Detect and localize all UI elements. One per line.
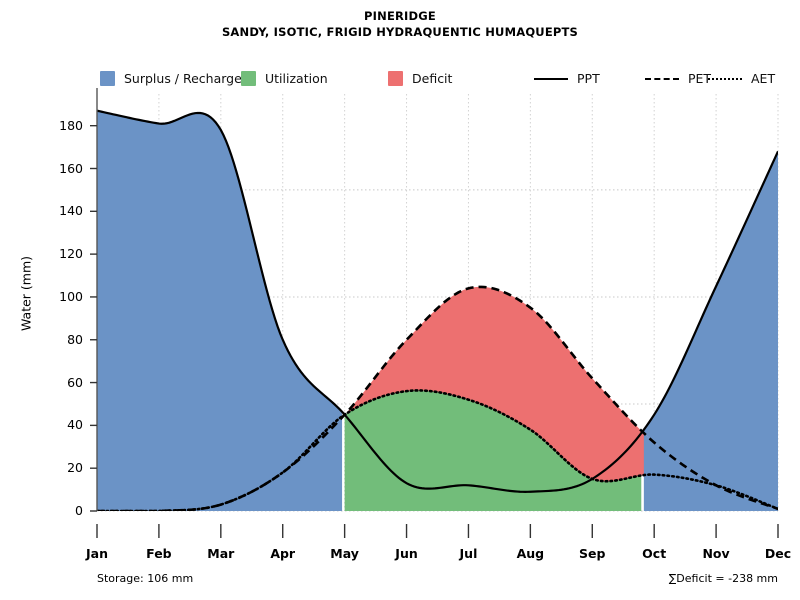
legend-label: PPT [577, 70, 600, 86]
y-tick-label: 100 [59, 288, 83, 304]
legend-label: Surplus / Recharge [124, 70, 242, 86]
legend-swatch-icon [388, 70, 403, 86]
legend-line-dashed-icon [645, 71, 679, 86]
area-surplus-recharge [97, 110, 778, 511]
legend-label: Utilization [265, 70, 328, 86]
area-utilization [344, 390, 642, 511]
y-tick-label: 20 [67, 460, 83, 476]
area-surplus-base [97, 417, 778, 511]
legend-item-deficit: Deficit [388, 67, 452, 89]
x-tick-label: Aug [516, 546, 545, 561]
y-tick-label: 80 [67, 331, 83, 347]
y-tick-label: 160 [59, 160, 83, 176]
x-tick-label: Oct [642, 546, 667, 561]
chart-title: PINERIDGE SANDY, ISOTIC, FRIGID HYDRAQUE… [0, 8, 800, 40]
legend-item-pet: PET [645, 67, 711, 89]
y-tick-label: 180 [59, 117, 83, 133]
y-tick-label: 40 [67, 417, 83, 433]
chart-legend: Surplus / Recharge Utilization Deficit PPT P… [0, 67, 800, 89]
x-tick-label: Sep [579, 546, 606, 561]
legend-swatch-icon [241, 70, 256, 86]
area-deficit [347, 286, 714, 485]
chart-title-line2: SANDY, ISOTIC, FRIGID HYDRAQUENTIC HUMAQ… [221, 25, 579, 39]
deficit-sum-annotation: ∑Deficit = -238 mm [668, 572, 778, 585]
series-line-pet [97, 285, 778, 511]
legend-swatch-icon [100, 70, 115, 86]
x-tick-label: Apr [270, 546, 296, 561]
series-line-ppt [97, 109, 778, 493]
x-tick-label: Nov [702, 546, 730, 561]
series-line-aet [97, 389, 778, 511]
x-tick-label: May [330, 546, 359, 561]
legend-item-utilization: Utilization [241, 67, 328, 89]
x-tick-label: Feb [146, 546, 172, 561]
chart-title-line1: PINERIDGE [364, 9, 436, 23]
legend-line-solid-icon [534, 71, 568, 86]
x-tick-label: Jun [395, 546, 418, 561]
legend-label: Deficit [412, 70, 453, 86]
x-tick-label: Dec [764, 546, 792, 561]
y-tick-label: 0 [75, 503, 83, 518]
x-tick-label: Jul [459, 546, 478, 561]
y-tick-label: 140 [59, 203, 83, 219]
y-tick-label: 120 [59, 246, 83, 262]
x-tick-label: Jan [86, 546, 108, 561]
storage-annotation: Storage: 106 mm [97, 572, 194, 585]
legend-item-surplus-recharge: Surplus / Recharge [100, 67, 242, 89]
x-tick-label: Mar [207, 546, 235, 561]
legend-line-dotted-icon [708, 71, 742, 86]
legend-label: AET [751, 70, 776, 86]
y-tick-label: 60 [67, 374, 83, 390]
legend-item-ppt: PPT [534, 67, 600, 89]
legend-label: PET [688, 70, 712, 86]
legend-item-aet: AET [708, 67, 775, 89]
